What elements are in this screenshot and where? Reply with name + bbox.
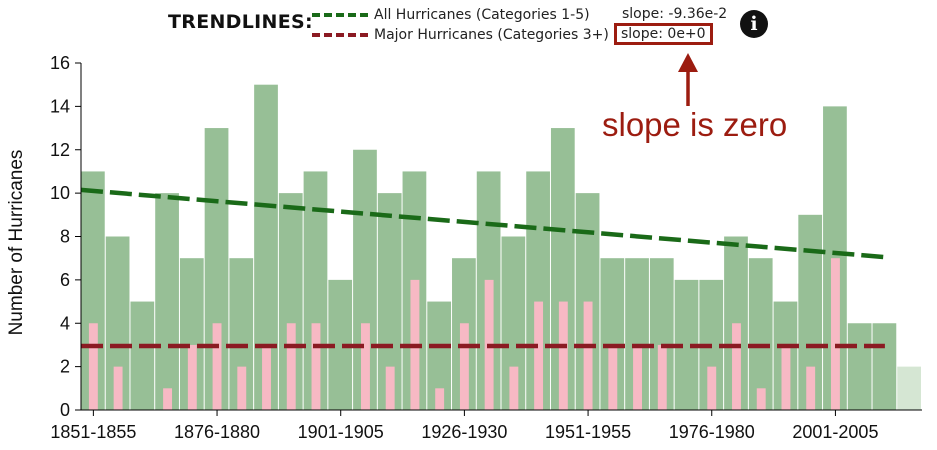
slope-all: slope: -9.36e-2	[622, 6, 728, 22]
bar-major-1851-1855	[88, 323, 98, 410]
bar-major-1996-2000	[806, 366, 816, 410]
x-tick-label-1901-1905: 1901-1905	[298, 422, 384, 442]
bar-major-1966-1970	[657, 344, 667, 410]
bar-all-1986-1990	[748, 258, 773, 410]
bar-major-1881-1885	[237, 366, 247, 410]
bar-all-1851-1855	[81, 171, 105, 410]
bar-major-1891-1895	[286, 323, 296, 410]
y-tick-label-14: 14	[50, 96, 70, 116]
bar-major-1886-1890	[262, 344, 271, 410]
y-axis-label: Number of Hurricanes	[6, 150, 27, 336]
y-tick-label-8: 8	[60, 227, 70, 247]
bar-all-1956-1960	[600, 258, 625, 410]
info-icon[interactable]: i	[740, 10, 768, 38]
bar-all-2011-2015	[872, 323, 897, 410]
bar-all-1966-1970	[649, 258, 674, 410]
bar-all-1886-1890	[254, 84, 278, 410]
bar-major-1941-1945	[534, 301, 544, 410]
legend-entry-major[interactable]: Major Hurricanes (Categories 3+)	[312, 25, 609, 45]
bar-all-2006-2010	[847, 323, 872, 410]
bar-major-1961-1965	[633, 344, 642, 410]
y-tick-label-16: 16	[50, 53, 70, 73]
trendline-all	[80, 187, 886, 260]
bar-all-1996-2000	[798, 214, 823, 410]
bar-all-2016-2020	[897, 366, 921, 410]
y-tick-label-0: 0	[60, 400, 70, 420]
bar-major-1896-1900	[311, 323, 321, 410]
bar-major-1956-1960	[608, 344, 618, 410]
bar-all-1856-1860	[105, 236, 130, 410]
bar-all-1946-1950	[550, 128, 575, 410]
bar-major-1976-1980	[707, 366, 717, 410]
legend-entry-all[interactable]: All Hurricanes (Categories 1-5)	[312, 5, 590, 25]
x-tick-label-1976-1980: 1976-1980	[669, 422, 755, 442]
bar-major-1951-1955	[583, 301, 593, 410]
bar-major-1906-1910	[361, 323, 370, 410]
bar-major-1856-1860	[113, 366, 123, 410]
x-tick-label-2001-2005: 2001-2005	[792, 422, 878, 442]
bar-all-1901-1905	[328, 279, 353, 410]
bar-major-1926-1930	[459, 323, 469, 410]
x-tick-label-1951-1955: 1951-1955	[545, 422, 631, 442]
bar-major-1936-1940	[509, 366, 519, 410]
annotation-arrow-head	[678, 53, 698, 72]
legend-heading: TRENDLINES:	[168, 11, 313, 33]
bar-all-1866-1870	[155, 193, 179, 410]
bar-all-1871-1875	[179, 258, 204, 410]
bar-major-1986-1990	[756, 388, 766, 410]
legend-swatch-all	[312, 13, 368, 17]
y-tick-label-4: 4	[60, 313, 70, 333]
legend-label-major: Major Hurricanes (Categories 3+)	[374, 27, 609, 43]
bar-major-1871-1875	[187, 344, 197, 410]
legend-label-all: All Hurricanes (Categories 1-5)	[374, 7, 590, 23]
bar-major-1866-1870	[163, 388, 173, 410]
bar-major-1946-1950	[558, 301, 568, 410]
bar-major-1911-1915	[385, 366, 395, 410]
bar-all-1921-1925	[427, 301, 452, 410]
slope-major: slope: 0e+0	[614, 23, 713, 45]
annotation-text: slope is zero	[602, 106, 788, 143]
legend-swatch-major	[312, 33, 368, 37]
x-tick-label-1926-1930: 1926-1930	[421, 422, 507, 442]
bar-all-1936-1940	[501, 236, 526, 410]
bar-all-1891-1895	[278, 193, 303, 410]
bar-major-1981-1985	[732, 323, 741, 410]
bar-all-1941-1945	[526, 171, 550, 410]
x-tick-label-1876-1880: 1876-1880	[174, 422, 260, 442]
bar-all-1911-1915	[377, 193, 402, 410]
bar-major-1921-1925	[435, 388, 445, 410]
bar-all-1896-1900	[303, 171, 328, 410]
bar-all-1961-1965	[625, 258, 649, 410]
bar-all-1881-1885	[229, 258, 254, 410]
y-tick-label-6: 6	[60, 270, 70, 290]
bar-major-1876-1880	[212, 323, 222, 410]
y-tick-label-12: 12	[50, 140, 70, 160]
bar-major-2001-2005	[830, 258, 840, 410]
y-tick-label-2: 2	[60, 357, 70, 377]
y-tick-label-10: 10	[50, 183, 70, 203]
bar-all-1971-1975	[674, 279, 699, 410]
x-tick-label-1851-1855: 1851-1855	[50, 422, 136, 442]
bar-major-1991-1995	[781, 344, 791, 410]
bar-all-1861-1865	[130, 301, 155, 410]
